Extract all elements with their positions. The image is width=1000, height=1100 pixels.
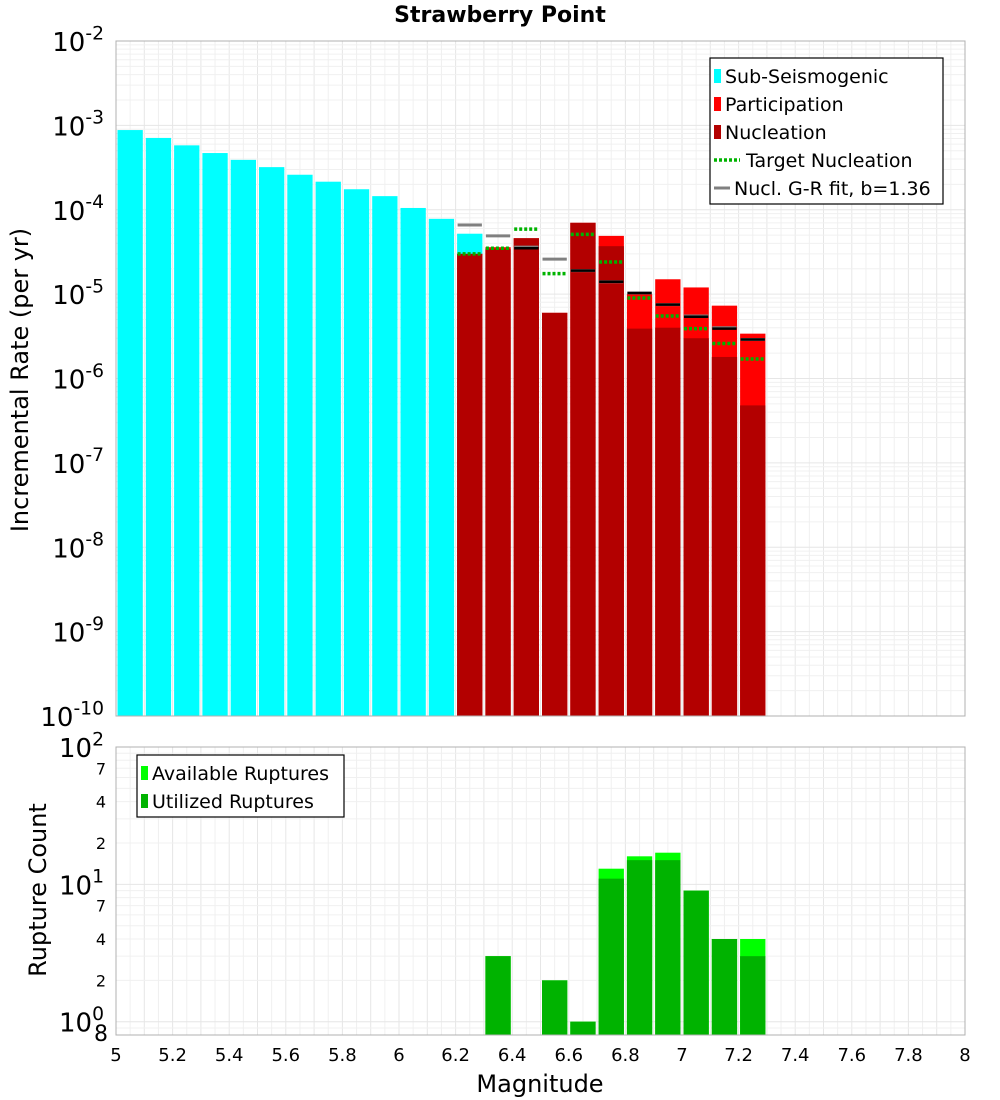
top-y-tick-label: 10-3 xyxy=(52,108,104,143)
sub-seismogenic-bar xyxy=(117,130,143,717)
bottom-legend-box xyxy=(136,754,345,818)
nucleation-bar xyxy=(711,356,738,716)
chart-title: Strawberry Point xyxy=(394,3,606,28)
bottom-y-tick-label: 2 xyxy=(96,834,106,853)
x-axis-label: Magnitude xyxy=(476,1070,603,1098)
nucleation-bar xyxy=(570,222,596,716)
utilized-ruptures-bar xyxy=(542,980,568,1035)
x-tick-label: 6.4 xyxy=(498,1045,527,1066)
top-legend-swatch xyxy=(714,125,721,139)
top-y-tick-label: 10-5 xyxy=(52,276,104,311)
x-tick-label: 6.8 xyxy=(611,1045,640,1066)
top-legend-label: Nucleation xyxy=(725,122,827,144)
rate-plot: 10-10 10-9 10-8 10-7 10-6 10-5 10-4 10-3 10-2 Sub… xyxy=(40,23,966,733)
top-legend-swatch xyxy=(714,69,721,83)
top-y-tick-label: 10-8 xyxy=(52,530,104,565)
x-tick-label: 5.6 xyxy=(271,1045,300,1066)
sub-seismogenic-bar xyxy=(202,153,228,716)
sub-seismogenic-bar xyxy=(372,196,398,716)
utilized-ruptures-bar xyxy=(655,860,681,1035)
top-legend-label: Nucl. G-R fit, b=1.36 xyxy=(734,178,931,200)
utilized-ruptures-bar xyxy=(485,956,511,1035)
x-tick-label: 5 xyxy=(110,1045,121,1066)
sub-seismogenic-bar xyxy=(400,207,426,716)
x-tick-label: 7.4 xyxy=(781,1045,810,1066)
bottom-legend-swatch xyxy=(141,794,148,808)
bottom-y-tick-label: 4 xyxy=(96,930,106,949)
x-tick-label: 7.2 xyxy=(724,1045,753,1066)
x-tick-label: 6 xyxy=(393,1045,404,1066)
nucleation-bar xyxy=(598,246,624,716)
nucleation-bar xyxy=(485,249,511,716)
x-tick-label: 7.6 xyxy=(837,1045,866,1066)
bottom-plot-border xyxy=(115,746,966,1036)
bottom-y-tick-label: 101 xyxy=(59,867,104,902)
top-y-tick-label: 10-6 xyxy=(52,361,104,396)
sub-seismogenic-bar xyxy=(230,159,256,717)
top-legend-label: Target Nucleation xyxy=(745,150,913,172)
nucleation-bar xyxy=(683,338,709,716)
bottom-y-axis-label: Rupture Count xyxy=(24,803,52,977)
sub-seismogenic-bar xyxy=(174,145,200,717)
x-tick-label: 6.2 xyxy=(441,1045,470,1066)
top-plot-border xyxy=(115,40,966,717)
nucleation-bar xyxy=(457,253,483,716)
x-tick-label: 5.8 xyxy=(328,1045,357,1066)
top-y-tick-label: 10-2 xyxy=(52,23,104,58)
top-legend-box xyxy=(709,57,944,205)
sub-seismogenic-bar xyxy=(343,189,370,717)
sub-seismogenic-bar xyxy=(259,167,285,716)
bottom-y-tick-label: 2 xyxy=(96,971,106,990)
utilized-ruptures-bar xyxy=(711,939,738,1035)
bottom-y-tick-label: 100 xyxy=(59,1004,104,1039)
utilized-ruptures-bar xyxy=(570,1021,596,1035)
utilized-ruptures-bar xyxy=(683,890,709,1035)
bottom-legend-swatch xyxy=(141,766,148,780)
bottom-y-tick-label: 4 xyxy=(96,793,106,812)
bottom-y-tick-label: 7 xyxy=(96,759,106,778)
x-tick-label: 7.8 xyxy=(894,1045,923,1066)
bottom-y-min-label: 8 xyxy=(94,1022,108,1047)
x-tick-label: 5.2 xyxy=(158,1045,187,1066)
bottom-y-tick-label: 7 xyxy=(96,897,106,916)
top-legend-swatch xyxy=(714,97,721,111)
utilized-ruptures-bar xyxy=(740,956,766,1035)
nucleation-bar xyxy=(626,328,653,716)
top-legend-label: Sub-Seismogenic xyxy=(725,66,889,88)
bottom-legend-label: Utilized Ruptures xyxy=(152,791,314,813)
utilized-ruptures-bar xyxy=(598,878,624,1035)
nucleation-bar xyxy=(655,327,681,716)
top-legend-label: Participation xyxy=(725,94,844,116)
sub-seismogenic-bar xyxy=(145,137,172,717)
top-y-tick-label: 10-7 xyxy=(52,445,104,480)
nucleation-bar xyxy=(740,405,766,716)
sub-seismogenic-bar xyxy=(287,174,313,716)
utilized-ruptures-bar xyxy=(626,860,653,1035)
top-y-tick-label: 10-4 xyxy=(52,192,104,227)
x-tick-label: 6.6 xyxy=(554,1045,583,1066)
top-y-axis-label: Incremental Rate (per yr) xyxy=(6,228,34,532)
x-tick-label: 5.4 xyxy=(215,1045,244,1066)
sub-seismogenic-bar xyxy=(428,218,455,716)
bottom-y-tick-label: 102 xyxy=(59,729,104,764)
top-y-tick-label: 10-9 xyxy=(52,614,104,649)
top-y-tick-label: 10-10 xyxy=(40,698,104,733)
nucleation-bar xyxy=(513,238,539,716)
nucleation-bar xyxy=(542,312,568,716)
x-tick-label: 8 xyxy=(959,1045,970,1066)
sub-seismogenic-bar xyxy=(315,181,341,716)
bottom-legend-label: Available Ruptures xyxy=(152,763,329,785)
x-tick-label: 7 xyxy=(676,1045,687,1066)
